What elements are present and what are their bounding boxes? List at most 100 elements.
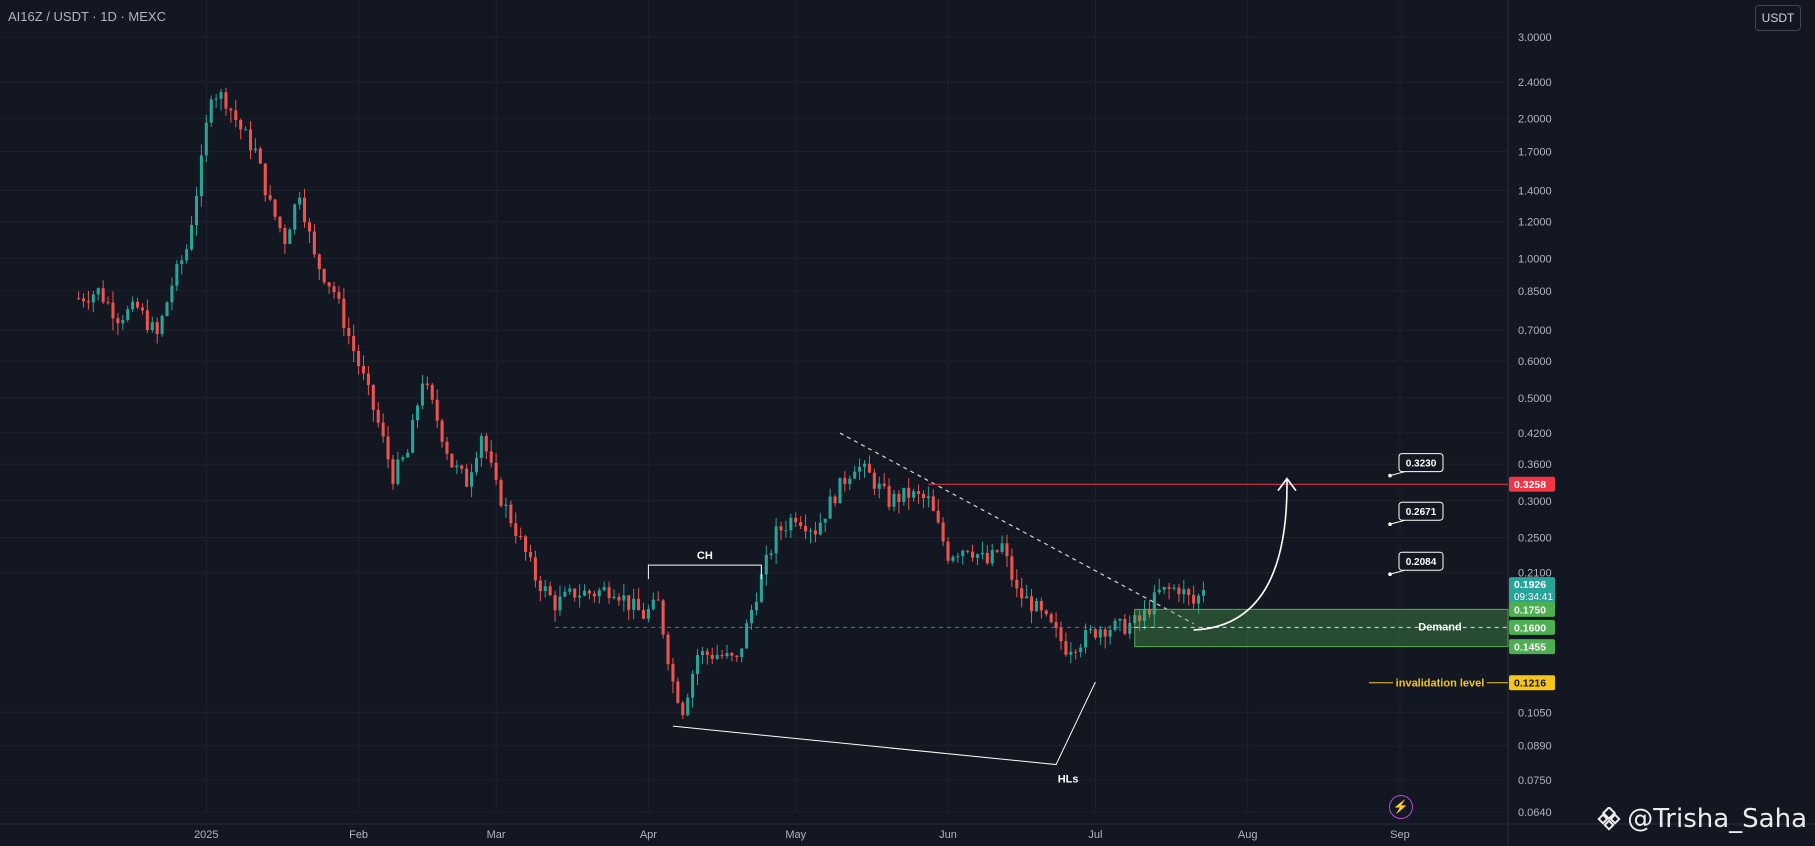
candle-body [695,655,700,674]
candle-body [293,204,297,230]
candle-body [828,496,832,519]
candle-body [234,110,238,120]
candle-body [602,587,606,591]
candle-body [862,463,867,467]
y-tick-label: 0.3600 [1518,459,1552,471]
price-axis-tag [1509,476,1555,492]
candle-body [597,590,601,597]
candle-body [155,322,159,335]
candle-body [867,463,871,473]
candle-body [715,655,719,659]
symbol-title: AI16Z / USDT · 1D · MEXC [8,9,166,24]
candle-body [917,491,921,494]
currency-button[interactable]: USDT [1755,5,1801,31]
target-callout-dot [1388,522,1392,527]
candle-body [995,550,999,552]
candle-body [1177,587,1181,595]
candle-body [352,335,356,351]
x-tick-label: Jul [1088,829,1102,841]
candle-body [1187,589,1191,595]
candle-body [1138,615,1142,622]
candle-body [420,383,424,406]
y-tick-label: 1.4000 [1518,186,1552,198]
candle-body [121,319,125,324]
candle-body [705,651,709,655]
candle-body [111,302,115,319]
candle-body [479,435,483,458]
candle-body [553,595,557,611]
price-axis-countdown: 09:34:41 [1514,592,1553,603]
candle-body [656,599,660,601]
hls-lines [672,681,1096,766]
candle-body [759,574,763,602]
projection-arrow-head [1277,477,1297,492]
candle-body [528,552,533,558]
x-tick-label: Jun [939,829,957,841]
y-tick-label: 0.0750 [1518,775,1552,787]
candle-body [1025,596,1029,599]
candle-body [671,664,675,682]
candle-body [1197,595,1201,604]
ch-label: CH [697,550,713,562]
candle-body [1034,601,1038,612]
candle-body [327,282,331,287]
candle-body [381,422,385,437]
candle-body [239,119,243,130]
candle-body [872,472,876,489]
candle-body [298,197,302,205]
candle-body [1010,556,1014,580]
candle-body [1093,629,1097,638]
candle-body [229,108,233,111]
candle-body [214,98,218,100]
candle-body [455,465,459,468]
candle-body [533,557,537,581]
target-callout-pointer [1389,471,1406,477]
candle-body [484,435,488,452]
candle-body [224,92,228,109]
price-axis-tag [1509,619,1555,635]
target-callout-label: 0.3230 [1406,459,1437,470]
ch-bracket [647,564,762,580]
candle-body [686,697,690,716]
candle-body [1108,630,1112,637]
candle-body [1084,630,1088,648]
candle-body [627,595,631,610]
candle-body [435,399,439,421]
candle-body [509,504,513,524]
y-tick-label: 0.8500 [1518,286,1552,298]
watermark: @Trisha_Saha [1597,804,1807,834]
candle-body [106,302,110,304]
candle-body [764,554,768,575]
candle-body [877,483,881,489]
candle-body [843,477,847,485]
candle-body [504,504,508,506]
candle-body [583,590,587,596]
target-callout-pointer [1389,519,1406,525]
candle-body [548,586,552,596]
candle-body [1020,588,1024,599]
price-axis-tag-label: 0.1216 [1514,678,1546,690]
candle-body [975,554,980,558]
candle-body [278,216,282,229]
candle-body [445,441,449,454]
candle-body [818,522,822,535]
y-tick-label: 2.0000 [1518,114,1552,126]
x-tick-label: Aug [1238,829,1258,841]
y-tick-label: 2.4000 [1518,77,1552,89]
candle-body [519,535,523,537]
y-tick-label: 3.0000 [1518,32,1552,44]
candle-body [337,292,341,299]
price-axis-tag [1509,639,1555,655]
candle-body [1167,586,1171,589]
candle-body [892,493,896,507]
candle-body [1103,629,1107,637]
descending-trendline [839,432,1194,625]
target-callout-label: 0.2084 [1406,557,1437,568]
candle-body [489,451,493,463]
candle-body [1064,641,1068,655]
candle-body [116,318,120,324]
candle-body [1088,629,1092,631]
lightning-icon[interactable]: ⚡ [1389,795,1413,819]
y-tick-label: 0.6000 [1518,356,1552,368]
